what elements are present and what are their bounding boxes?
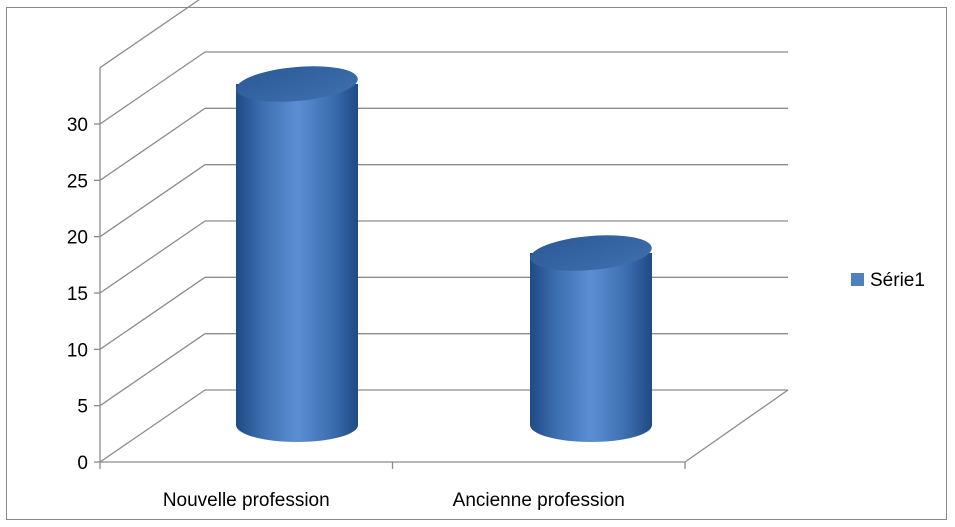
gridline-side [99, 107, 206, 181]
bar-2 [530, 235, 652, 442]
y-tick-label: 25 [67, 171, 88, 192]
gridline-side [99, 333, 206, 407]
y-tick-label: 15 [67, 284, 88, 305]
axes [94, 67, 686, 469]
gridline-side [99, 389, 206, 463]
floor-edge [684, 389, 789, 463]
chart-frame [6, 7, 947, 520]
y-tick-label: 20 [67, 228, 88, 249]
legend-label: Série1 [870, 270, 925, 291]
y-tick-label: 5 [77, 397, 88, 418]
y-tick-label: 0 [77, 453, 88, 474]
gridline-side [99, 51, 206, 125]
y-tick-label: 10 [67, 340, 88, 361]
x-category-label: Ancienne profession [453, 490, 625, 511]
y-tick-label: 30 [67, 115, 88, 136]
legend: Série1 [851, 270, 925, 291]
gridline-side [99, 0, 200, 69]
bar-top [236, 66, 358, 102]
bar-body [530, 253, 652, 442]
bar-body [236, 84, 358, 442]
gridline-side [99, 164, 206, 238]
gridlines [99, 0, 789, 463]
gridline-side [99, 276, 206, 350]
labels: 0 5 10 15 20 25 30 Nouvelle profession Ancienne … [67, 115, 625, 511]
x-category-label: Nouvelle profession [163, 490, 330, 511]
bar-top [530, 235, 652, 271]
bars [236, 66, 652, 442]
gridline-side [99, 220, 206, 294]
legend-swatch [851, 273, 864, 286]
bar-1 [236, 66, 358, 442]
